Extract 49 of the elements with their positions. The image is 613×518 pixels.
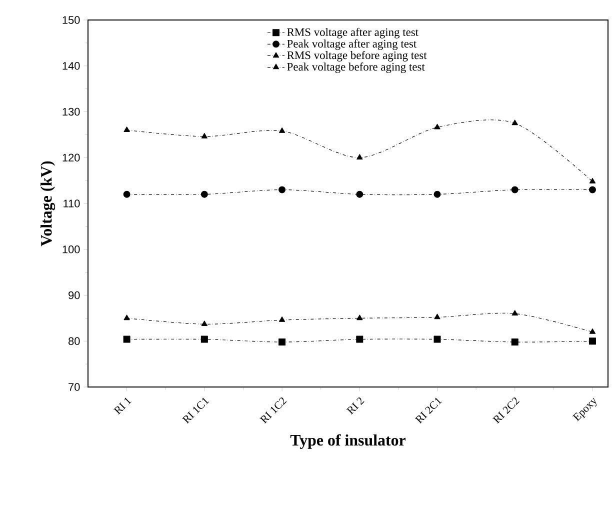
y-tick-label: 90 [68, 291, 80, 300]
point [511, 186, 518, 194]
point [588, 186, 596, 194]
point [278, 316, 286, 322]
point [589, 328, 596, 334]
y-tick-label: 130 [62, 108, 80, 116]
y-axis-title: Voltage (kV) [40, 161, 56, 246]
point [356, 190, 364, 198]
legend-label: Peak voltage before aging test [287, 62, 425, 74]
point [434, 336, 441, 343]
point [434, 124, 440, 130]
x-tick-label: RI 1C2 [260, 398, 287, 424]
x-tick-label: RI 1C1 [182, 398, 210, 424]
x-tick-label: RI 1 [114, 398, 132, 415]
point [512, 310, 518, 316]
point [278, 338, 286, 346]
point [356, 314, 363, 320]
point [278, 128, 286, 133]
y-tick-label: 140 [62, 62, 80, 70]
point [511, 338, 518, 346]
x-tick-label: RI 2 [346, 398, 364, 415]
point [434, 314, 440, 320]
x-tick-label: RI 2C2 [492, 398, 520, 424]
y-tick-label: 100 [62, 246, 80, 254]
legend-label: Peak voltage after aging test [287, 39, 417, 50]
point [278, 186, 286, 194]
point [123, 190, 130, 198]
point [200, 336, 208, 343]
point [201, 320, 208, 326]
y-tick-label: 150 [62, 16, 80, 24]
point [434, 190, 441, 198]
point [124, 314, 130, 320]
legend-label: RMS voltage after aging test [287, 28, 418, 38]
point [123, 336, 130, 343]
point [201, 133, 208, 138]
y-tick-label: 120 [62, 154, 80, 162]
point [588, 338, 596, 345]
point [512, 120, 518, 126]
point [356, 154, 363, 160]
legend-label: RMS voltage before aging test [287, 50, 427, 62]
y-tick-label: 80 [68, 337, 80, 346]
x-tick-label: RI 2C1 [414, 398, 442, 424]
y-tick-label: 110 [64, 200, 80, 208]
point [356, 336, 364, 343]
y-tick-label: 70 [68, 383, 80, 391]
x-axis-title: Type of insulator [290, 434, 406, 449]
point [589, 178, 596, 184]
point [200, 190, 208, 198]
point [124, 126, 130, 132]
